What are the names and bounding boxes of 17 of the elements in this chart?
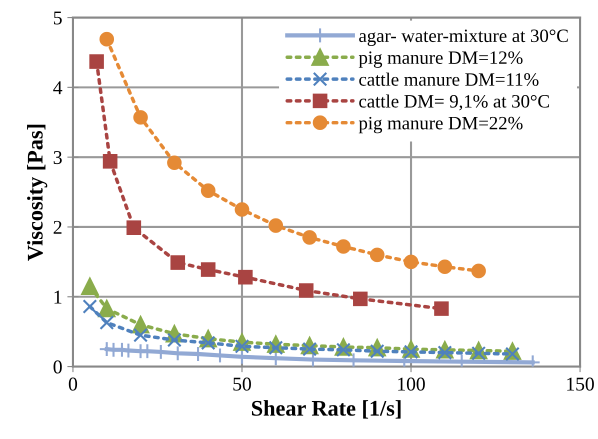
y-tick-label: 2 [54,220,62,234]
x-axis-title: Shear Rate [1/s] [252,400,401,419]
y-tick-label: 5 [54,12,62,24]
y-tick-label: 1 [54,290,62,304]
y-tick-label: 3 [54,151,62,164]
y-tick-label: 0 [54,360,62,374]
legend-label: pig manure DM=22% [358,116,523,134]
legend-label: cattle manure DM=11% [359,72,539,86]
y-tick-label: 4 [53,81,62,94]
y-axis-title: Viscosity [Pas] [27,124,48,261]
x-tick-label: 50 [233,378,251,391]
legend-label: cattle DM= 9,1% at 30°C [359,94,549,110]
x-tick-label: 0 [68,378,78,391]
legend-label: pig manure DM=12% [358,51,523,68]
legend-label: agar- water-mixture at 30°C [359,29,568,46]
x-tick-label: 150 [567,378,594,391]
x-tick-label: 100 [398,378,425,391]
